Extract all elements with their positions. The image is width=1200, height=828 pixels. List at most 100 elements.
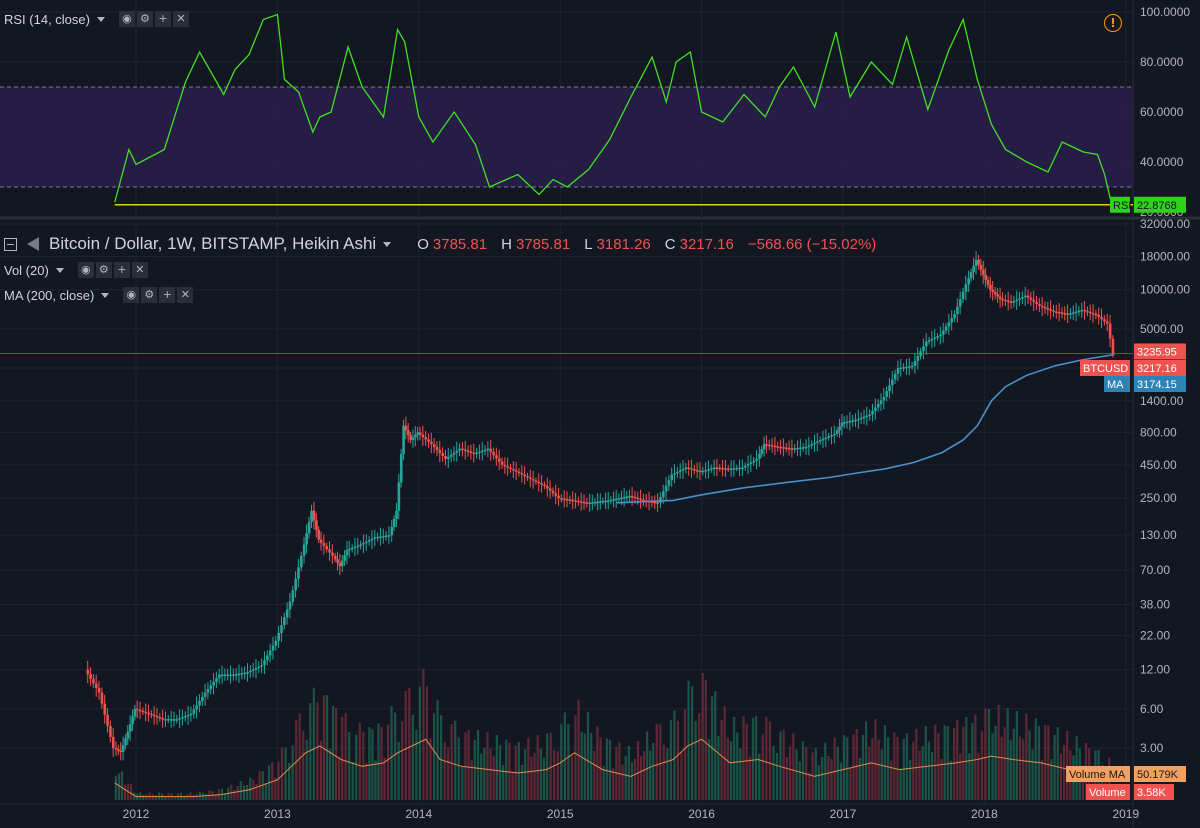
candle-body [1029, 297, 1033, 300]
candle-body [449, 454, 453, 457]
plus-icon[interactable]: + [159, 287, 176, 303]
candle-body [338, 562, 342, 567]
ma-legend[interactable]: MA (200, close) ◉ ⚙ + ✕ [4, 286, 194, 304]
ma-tag-key-text: MA [1107, 379, 1124, 391]
volume-bar [714, 691, 717, 800]
gear-icon[interactable]: ⚙ [141, 287, 158, 303]
candle-body [223, 674, 227, 677]
plus-icon[interactable]: + [154, 11, 171, 27]
volume-bar [316, 702, 319, 800]
volume-bar [549, 732, 552, 800]
candle-body [614, 498, 618, 501]
volume-bar [633, 759, 637, 800]
candle-body [1004, 299, 1007, 302]
candle-body [126, 731, 130, 739]
volume-bar [871, 737, 874, 800]
candle-body [1040, 305, 1044, 308]
chevron-down-icon[interactable] [55, 267, 64, 273]
candle-body [495, 455, 498, 459]
volume-bar [425, 686, 429, 800]
candle-body [478, 451, 481, 454]
chevron-down-icon[interactable] [101, 292, 110, 298]
candle-body [169, 719, 173, 721]
warning-icon[interactable]: ! [1104, 14, 1122, 32]
candle-body [395, 510, 398, 519]
candle-body [294, 578, 297, 591]
candle-body [1111, 338, 1115, 354]
candle-body [913, 360, 917, 366]
volume-bar [621, 764, 624, 800]
volume-bar [319, 740, 323, 800]
candle-body [336, 559, 339, 563]
rsi-legend[interactable]: RSI (14, close) ◉ ⚙ + ✕ [4, 10, 189, 28]
eye-icon[interactable]: ◉ [77, 262, 94, 278]
volume-bar [374, 760, 377, 800]
collapse-icon[interactable] [4, 237, 17, 251]
volume-bar [355, 734, 358, 800]
volume-bar [745, 723, 748, 800]
candle-body [824, 437, 828, 440]
candle-body [785, 447, 788, 450]
candle-body [967, 278, 971, 285]
symbol-title[interactable]: Bitcoin / Dollar, 1W, BITSTAMP, Heikin A… [49, 234, 377, 253]
candle-body [155, 715, 159, 718]
candle-body [195, 705, 198, 710]
volume-bar [765, 716, 768, 800]
gear-icon[interactable]: ⚙ [136, 11, 153, 27]
candle-body [667, 480, 671, 486]
volume-bar [461, 765, 464, 800]
plus-icon[interactable]: + [113, 262, 130, 278]
candle-body [246, 672, 249, 674]
candle-body [782, 447, 785, 449]
candle-body [588, 502, 592, 505]
volume-bar [255, 783, 258, 800]
volume-bar [676, 720, 680, 800]
candle-body [452, 452, 456, 455]
ma-label[interactable]: MA (200, close) [4, 287, 95, 303]
gear-icon[interactable]: ⚙ [95, 262, 112, 278]
candle-body [302, 544, 306, 556]
volume-bar [401, 721, 404, 800]
volume-bar [673, 710, 676, 800]
rsi-label[interactable]: RSI (14, close) [4, 11, 90, 27]
candle-body [707, 469, 710, 471]
volume-label[interactable]: Vol (20) [4, 262, 49, 278]
close-icon[interactable]: ✕ [172, 11, 189, 27]
candle-body [503, 464, 507, 467]
eye-icon[interactable]: ◉ [118, 11, 135, 27]
candle-body [131, 716, 134, 725]
volume-ma-line [114, 738, 1112, 798]
candle-body [947, 322, 951, 327]
flag-icon [27, 237, 39, 251]
candle-body [315, 520, 318, 530]
candle-body [799, 447, 802, 450]
volume-bar [801, 741, 805, 800]
candle-body [1001, 298, 1004, 301]
volume-bar [1050, 759, 1053, 800]
volume-bar [344, 713, 347, 800]
volume-bar [636, 741, 640, 800]
chevron-down-icon[interactable] [96, 16, 105, 22]
close-icon[interactable]: ✕ [131, 262, 148, 278]
volume-bar [1000, 736, 1003, 800]
volma-tag-key-text: Volume MA [1069, 769, 1126, 781]
candle-body [379, 536, 382, 538]
x-tick-label: 2017 [830, 807, 857, 821]
volume-bar [605, 738, 608, 800]
volume-bar [880, 749, 883, 800]
ma-tools: ◉ ⚙ + ✕ [123, 287, 194, 303]
eye-icon[interactable]: ◉ [123, 287, 140, 303]
volume-bar [173, 796, 176, 800]
candle-body [617, 498, 621, 500]
chevron-down-icon[interactable] [383, 241, 392, 247]
close-icon[interactable]: ✕ [177, 287, 194, 303]
volume-legend[interactable]: Vol (20) ◉ ⚙ + ✕ [4, 261, 148, 279]
volume-bar [977, 752, 980, 800]
volume-bar [1081, 765, 1085, 800]
candle-body [218, 674, 221, 679]
main-legend[interactable]: Bitcoin / Dollar, 1W, BITSTAMP, Heikin A… [4, 233, 886, 255]
candle-body [189, 713, 193, 716]
candle-body [397, 482, 401, 511]
candle-body [916, 356, 920, 361]
